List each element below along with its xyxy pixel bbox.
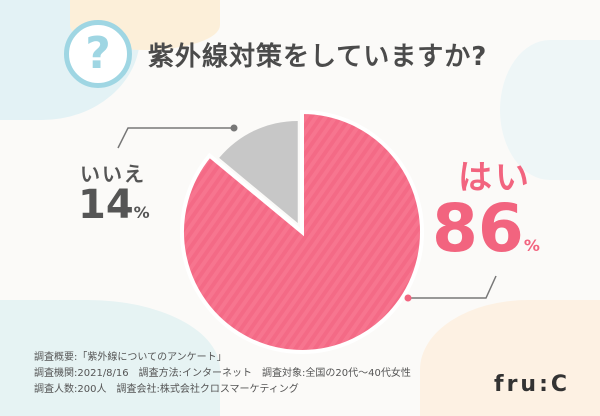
leader-line-no <box>117 127 234 149</box>
yes-label: はい <box>458 158 532 198</box>
percent-unit: % <box>523 236 540 255</box>
page-title: 紫外線対策をしていますか? <box>148 42 488 72</box>
logo: fru:C <box>494 372 571 397</box>
no-label: いいえ <box>80 162 146 186</box>
survey-notes: 調査概要:「紫外線についてのアンケート」 調査機関:2021/8/16 調査方法… <box>34 350 411 398</box>
leader-dot-yes <box>404 294 412 302</box>
leader-line-yes <box>408 275 497 299</box>
pie-slice-no <box>219 120 298 223</box>
note-line: 調査概要:「紫外線についてのアンケート」 <box>34 352 227 363</box>
bg-blob <box>500 40 600 180</box>
note-line: 調査人数:200人 調査会社:株式会社クロスマーケティング <box>34 384 299 395</box>
yes-value: 86% <box>432 190 540 267</box>
note-line: 調査機関:2021/8/16 調査方法:インターネット 調査対象:全国の20代～… <box>34 368 411 379</box>
percent-unit: % <box>133 203 150 222</box>
leader-dot-no <box>230 124 238 132</box>
pie-slice-yes <box>180 109 424 354</box>
yes-percent: 86 <box>432 190 524 267</box>
question-circle-icon: ? <box>64 20 132 88</box>
no-value: 14% <box>78 182 150 228</box>
no-percent: 14 <box>78 182 134 228</box>
